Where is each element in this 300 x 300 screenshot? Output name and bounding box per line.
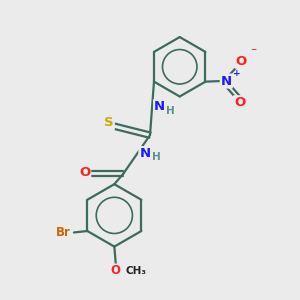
- Text: N: N: [140, 147, 151, 160]
- Text: O: O: [111, 265, 121, 278]
- Text: S: S: [104, 116, 114, 129]
- Text: O: O: [236, 55, 247, 68]
- Text: ⁻: ⁻: [250, 46, 256, 59]
- Text: H: H: [166, 106, 175, 116]
- Text: +: +: [233, 69, 241, 78]
- Text: H: H: [152, 152, 160, 162]
- Text: N: N: [221, 74, 232, 88]
- Text: O: O: [234, 96, 245, 109]
- Text: Br: Br: [56, 226, 71, 239]
- Text: N: N: [154, 100, 165, 113]
- Text: O: O: [79, 166, 90, 179]
- Text: CH₃: CH₃: [126, 266, 147, 276]
